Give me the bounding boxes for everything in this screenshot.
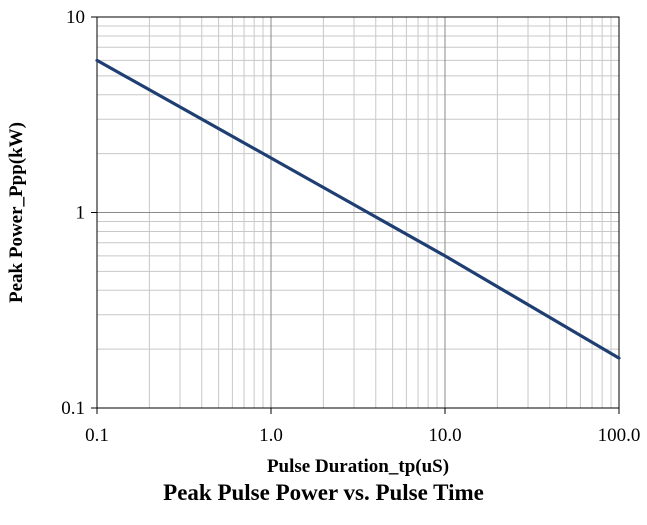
x-axis-ticks: 0.1 1.0 10.0 100.0: [85, 408, 640, 446]
x-tick-label: 0.1: [85, 425, 109, 446]
y-axis-ticks: 0.1 1 10: [61, 7, 97, 419]
x-tick-label: 10.0: [428, 425, 461, 446]
y-tick-label: 1: [76, 203, 86, 224]
x-tick-label: 1.0: [259, 425, 283, 446]
x-axis-title: Pulse Duration_tp(uS): [267, 456, 449, 477]
series-layer: [95, 58, 621, 360]
y-tick-label: 10: [66, 7, 85, 28]
y-axis-title: Peak Power_Ppp(kW): [6, 122, 27, 303]
chart-title: Peak Pulse Power vs. Pulse Time: [163, 480, 484, 505]
series-line: [95, 58, 621, 360]
x-tick-label: 100.0: [598, 425, 641, 446]
y-tick-label: 0.1: [61, 398, 85, 419]
